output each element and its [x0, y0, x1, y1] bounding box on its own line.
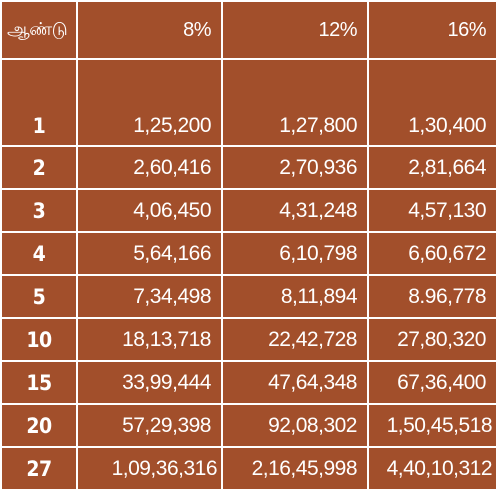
value-cell-8: 7,34,498 [76, 274, 223, 319]
header-rate-8: 8% [76, 0, 223, 60]
value-cell-16: 1,50,45,518 [367, 403, 498, 448]
year-cell: 20 [0, 403, 78, 448]
value-cell-12: 6,10,798 [221, 231, 369, 276]
value-cell-16: 2,81,664 [367, 145, 498, 190]
table-row: 20 57,29,398 92,08,302 1,50,45,518 [0, 403, 498, 448]
value-cell-12: 8,11,894 [221, 274, 369, 319]
year-cell: 1 [0, 58, 78, 147]
year-cell: 2 [0, 145, 78, 190]
value-cell-16: 27,80,320 [367, 317, 498, 362]
value-cell-16: 8.96,778 [367, 274, 498, 319]
value-cell-16: 6,60,672 [367, 231, 498, 276]
table-row: 1 1,25,200 1,27,800 1,30,400 [0, 58, 498, 147]
value-cell-8: 5,64,166 [76, 231, 223, 276]
value-cell-8: 4,06,450 [76, 188, 223, 233]
header-rate-12: 12% [221, 0, 369, 60]
table-row: 15 33,99,444 47,64,348 67,36,400 [0, 360, 498, 405]
table-row: 5 7,34,498 8,11,894 8.96,778 [0, 274, 498, 319]
value-cell-12: 4,31,248 [221, 188, 369, 233]
table-row: 10 18,13,718 22,42,728 27,80,320 [0, 317, 498, 362]
header-year: ஆண்டு [0, 0, 78, 60]
value-cell-12: 47,64,348 [221, 360, 369, 405]
year-cell: 10 [0, 317, 78, 362]
value-cell-16: 4,57,130 [367, 188, 498, 233]
value-cell-8: 1,09,36,316 [76, 446, 223, 491]
value-cell-8: 57,29,398 [76, 403, 223, 448]
year-cell: 4 [0, 231, 78, 276]
value-cell-16: 1,30,400 [367, 58, 498, 147]
value-cell-8: 1,25,200 [76, 58, 223, 147]
value-cell-12: 22,42,728 [221, 317, 369, 362]
year-cell: 27 [0, 446, 78, 491]
year-cell: 15 [0, 360, 78, 405]
value-cell-12: 2,16,45,998 [221, 446, 369, 491]
value-cell-12: 1,27,800 [221, 58, 369, 147]
value-cell-8: 2,60,416 [76, 145, 223, 190]
value-cell-16: 4,40,10,312 [367, 446, 498, 491]
value-cell-12: 92,08,302 [221, 403, 369, 448]
value-cell-16: 67,36,400 [367, 360, 498, 405]
table-row: 27 1,09,36,316 2,16,45,998 4,40,10,312 [0, 446, 498, 491]
table-row: 2 2,60,416 2,70,936 2,81,664 [0, 145, 498, 190]
table-row: 3 4,06,450 4,31,248 4,57,130 [0, 188, 498, 233]
value-cell-8: 18,13,718 [76, 317, 223, 362]
header-row: ஆண்டு 8% 12% 16% [0, 0, 498, 60]
year-cell: 3 [0, 188, 78, 233]
year-cell: 5 [0, 274, 78, 319]
table-row: 4 5,64,166 6,10,798 6,60,672 [0, 231, 498, 276]
value-cell-8: 33,99,444 [76, 360, 223, 405]
value-cell-12: 2,70,936 [221, 145, 369, 190]
header-rate-16: 16% [367, 0, 498, 60]
